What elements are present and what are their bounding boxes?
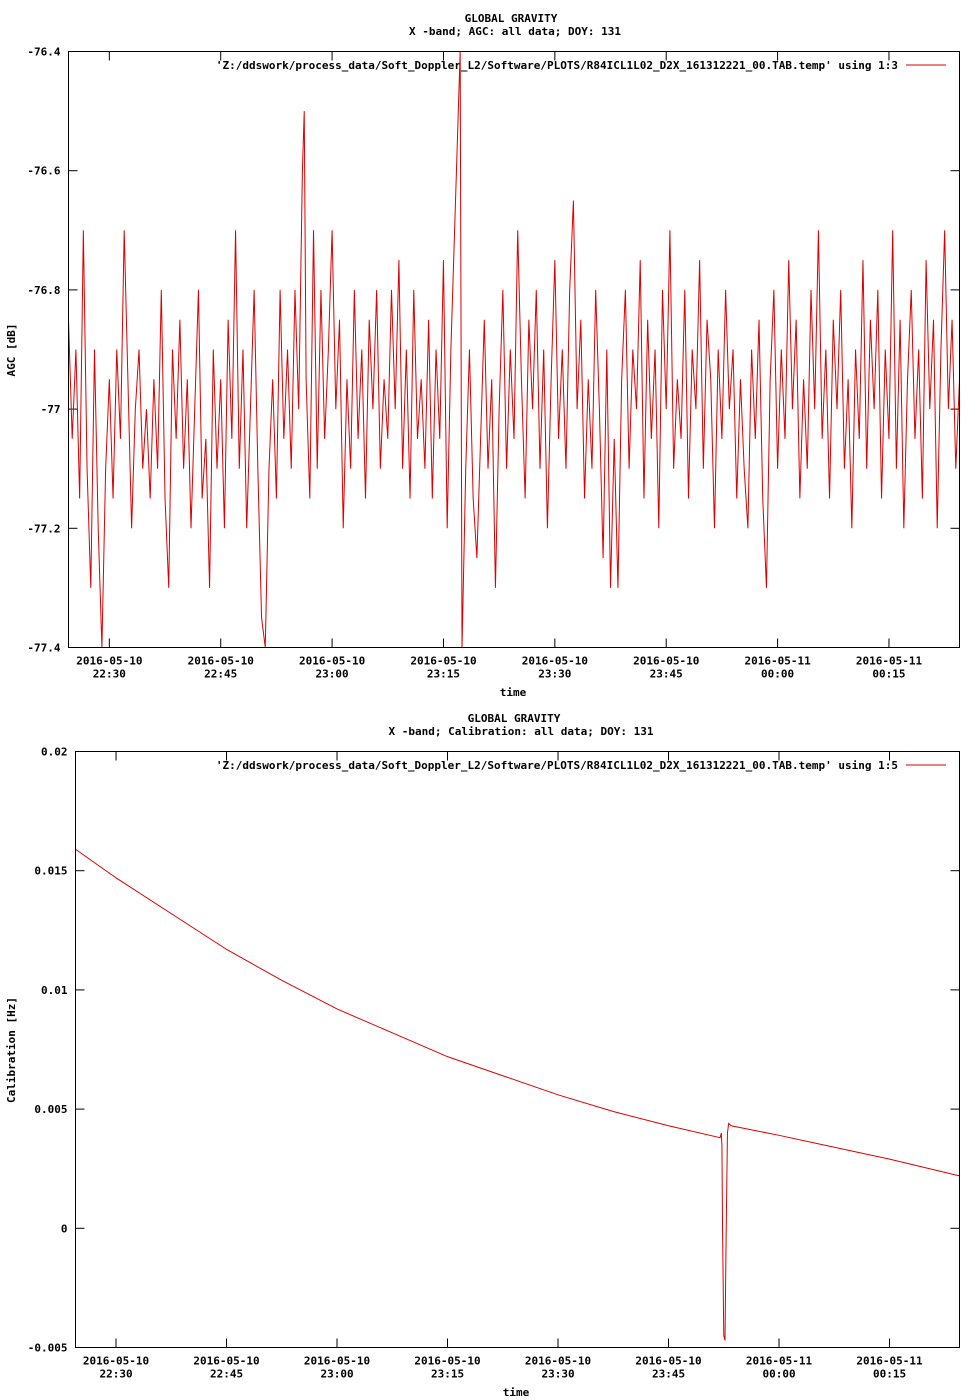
x-tick-label-time: 23:30: [541, 1368, 574, 1381]
series-line: [68, 51, 960, 648]
chart-title: GLOBAL GRAVITY: [465, 12, 558, 25]
x-tick-label-time: 00:15: [872, 668, 905, 681]
axis-ticks: -76.4-76.6-76.8-77-77.2-77.42016-05-1022…: [27, 46, 960, 681]
chart-title: GLOBAL GRAVITY: [468, 712, 561, 725]
x-tick-label-date: 2016-05-10: [76, 655, 142, 668]
chart-subtitle: X -band; AGC: all data; DOY: 131: [409, 25, 621, 38]
x-tick-label-time: 00:00: [761, 668, 794, 681]
chart-agc: GLOBAL GRAVITY X -band; AGC: all data; D…: [5, 12, 960, 699]
y-tick-label: 0.02: [41, 746, 68, 759]
x-tick-label-time: 23:30: [538, 668, 571, 681]
x-tick-label-date: 2016-05-10: [193, 1355, 259, 1368]
x-tick-label-time: 22:45: [204, 668, 237, 681]
y-tick-label: -76.6: [27, 165, 60, 178]
x-tick-label-date: 2016-05-10: [299, 655, 365, 668]
x-axis-label: time: [503, 1386, 530, 1399]
legend-label: 'Z:/ddswork/process_data/Soft_Doppler_L2…: [216, 759, 898, 772]
chart-calibration: GLOBAL GRAVITY X -band; Calibration: all…: [5, 712, 960, 1399]
series-group: [75, 848, 960, 1341]
x-tick-label-date: 2016-05-10: [525, 1355, 591, 1368]
y-tick-label: 0.005: [34, 1103, 67, 1116]
axis-ticks: 0.020.0150.010.0050-0.0052016-05-1022:30…: [28, 746, 960, 1381]
y-tick-label: -77: [41, 403, 61, 416]
series-line: [75, 848, 960, 1341]
x-tick-label-date: 2016-05-10: [304, 1355, 370, 1368]
series-group: [68, 51, 960, 648]
x-tick-label-time: 23:15: [427, 668, 460, 681]
y-tick-label: 0.01: [41, 984, 68, 997]
x-tick-label-date: 2016-05-10: [635, 1355, 701, 1368]
x-tick-label-time: 00:15: [873, 1368, 906, 1381]
x-tick-label-date: 2016-05-10: [414, 1355, 480, 1368]
x-tick-label-date: 2016-05-11: [746, 1355, 813, 1368]
y-tick-label: -77.2: [27, 522, 60, 535]
x-tick-label-date: 2016-05-10: [83, 1355, 149, 1368]
x-tick-label-time: 23:45: [652, 1368, 685, 1381]
y-tick-label: -76.4: [27, 46, 60, 59]
x-tick-label-time: 22:45: [210, 1368, 243, 1381]
x-tick-label-date: 2016-05-10: [522, 655, 588, 668]
chart-subtitle: X -band; Calibration: all data; DOY: 131: [389, 725, 654, 738]
plot-frame: [68, 51, 960, 648]
y-tick-label: 0.015: [34, 865, 67, 878]
y-tick-label: -77.4: [27, 642, 60, 655]
x-tick-label-time: 23:45: [650, 668, 683, 681]
x-tick-label-time: 22:30: [93, 668, 126, 681]
x-tick-label-time: 22:30: [99, 1368, 132, 1381]
y-tick-label: 0: [61, 1222, 68, 1235]
x-tick-label-time: 23:00: [320, 1368, 353, 1381]
x-tick-label-time: 00:00: [762, 1368, 795, 1381]
x-tick-label-date: 2016-05-11: [856, 1355, 923, 1368]
x-tick-label-time: 23:15: [431, 1368, 464, 1381]
y-tick-label: -0.005: [28, 1342, 68, 1355]
legend-label: 'Z:/ddswork/process_data/Soft_Doppler_L2…: [216, 59, 898, 72]
x-axis-label: time: [500, 686, 527, 699]
x-tick-label-date: 2016-05-10: [633, 655, 699, 668]
plot-frame: [75, 751, 960, 1348]
x-tick-label-date: 2016-05-10: [188, 655, 254, 668]
x-tick-label-date: 2016-05-11: [744, 655, 811, 668]
y-tick-label: -76.8: [27, 284, 60, 297]
x-tick-label-time: 23:00: [316, 668, 349, 681]
x-tick-label-date: 2016-05-10: [410, 655, 476, 668]
x-tick-label-date: 2016-05-11: [856, 655, 923, 668]
y-axis-label: AGC [dB]: [5, 324, 18, 377]
y-axis-label: Calibration [Hz]: [5, 997, 18, 1103]
